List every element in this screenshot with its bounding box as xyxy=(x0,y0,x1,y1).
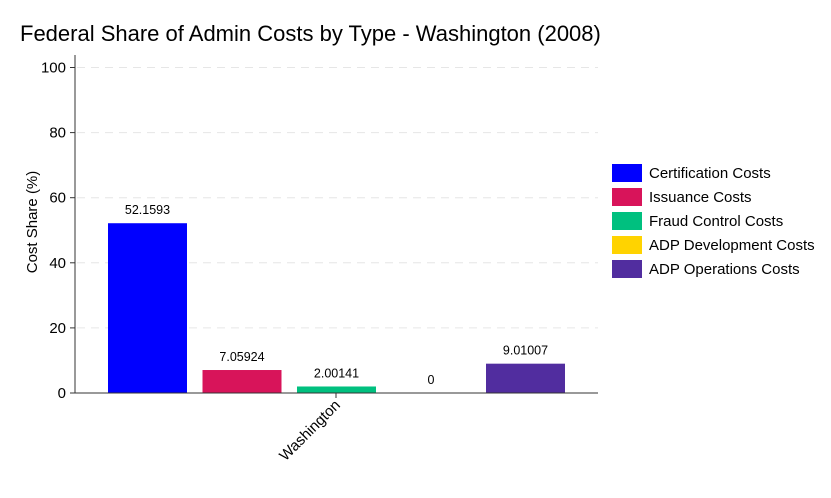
chart-title: Federal Share of Admin Costs by Type - W… xyxy=(20,21,601,46)
legend-label: ADP Development Costs xyxy=(649,237,815,254)
legend-swatch xyxy=(612,260,642,278)
bar xyxy=(202,370,282,393)
data-label: 2.00141 xyxy=(314,366,359,380)
data-labels: 52.1593 7.05924 2.00141 0 9.01007 xyxy=(125,203,548,387)
y-tick-label: 60 xyxy=(49,190,66,207)
legend-label: ADP Operations Costs xyxy=(649,261,800,278)
data-label: 0 xyxy=(428,373,435,387)
x-tick-label: Washington xyxy=(276,397,344,465)
y-tick-label: 80 xyxy=(49,125,66,142)
y-tick-label: 20 xyxy=(49,320,66,337)
data-label: 7.05924 xyxy=(219,350,264,364)
bar xyxy=(486,363,565,393)
bar xyxy=(297,386,376,393)
legend: Certification Costs Issuance Costs Fraud C… xyxy=(612,164,815,278)
legend-label: Issuance Costs xyxy=(649,189,752,206)
data-label: 9.01007 xyxy=(503,344,548,358)
legend-swatch xyxy=(612,212,642,230)
y-tick-label: 0 xyxy=(58,385,66,402)
legend-swatch xyxy=(612,236,642,254)
legend-swatch xyxy=(612,164,642,182)
y-axis-title: Cost Share (%) xyxy=(24,171,41,274)
y-tick-labels: 0 20 40 60 80 100 xyxy=(41,60,75,402)
bars xyxy=(108,223,565,393)
legend-label: Certification Costs xyxy=(649,165,771,182)
legend-label: Fraud Control Costs xyxy=(649,213,783,230)
x-tick-labels: Washington xyxy=(276,393,344,464)
y-tick-label: 40 xyxy=(49,255,66,272)
data-label: 52.1593 xyxy=(125,203,170,217)
y-tick-label: 100 xyxy=(41,60,66,77)
bar xyxy=(108,223,187,393)
legend-swatch xyxy=(612,188,642,206)
